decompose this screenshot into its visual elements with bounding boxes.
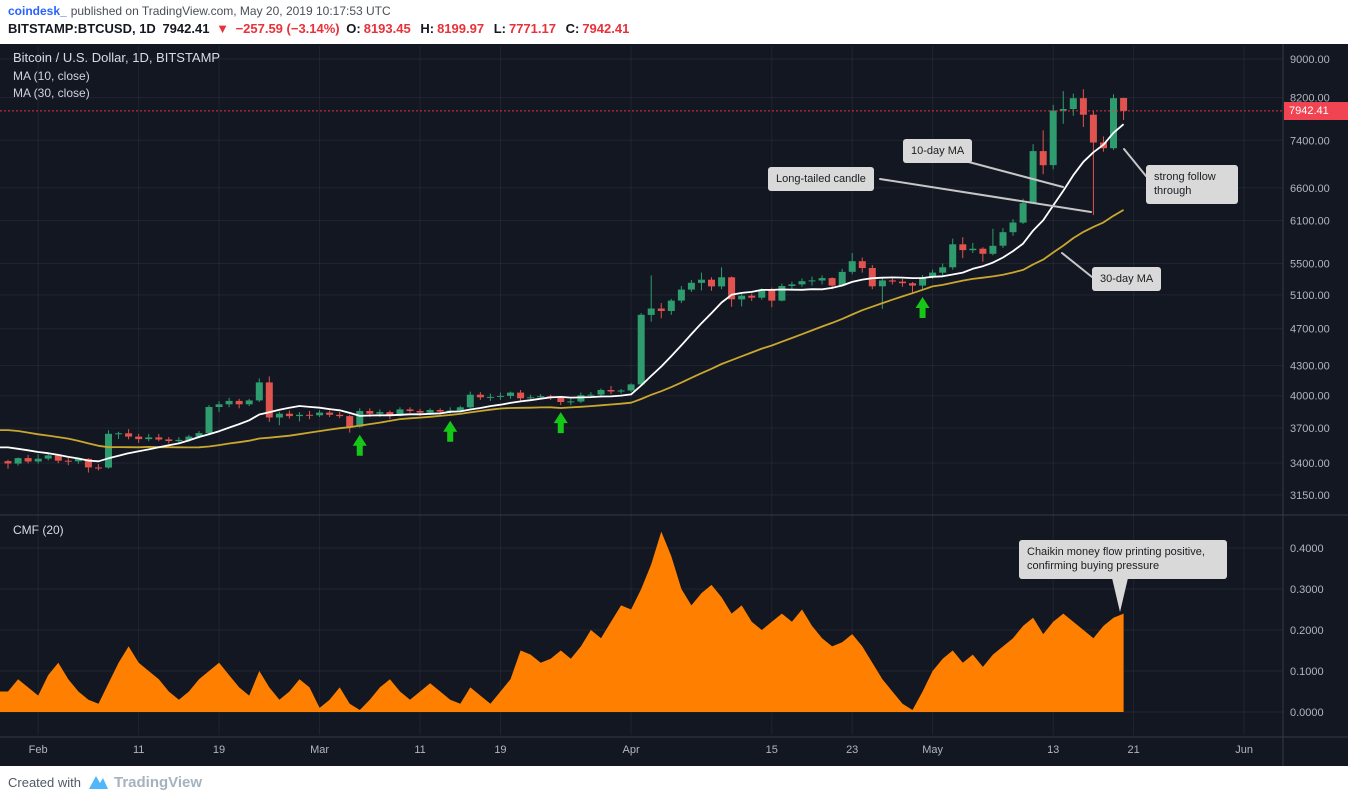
svg-text:4000.00: 4000.00 xyxy=(1290,391,1330,403)
direction-arrow-icon: ▼ xyxy=(216,21,229,36)
svg-text:3400.00: 3400.00 xyxy=(1290,458,1330,470)
svg-text:4700.00: 4700.00 xyxy=(1290,324,1330,336)
svg-text:0.0000: 0.0000 xyxy=(1290,707,1324,719)
low-label: L: xyxy=(493,21,506,36)
svg-text:3700.00: 3700.00 xyxy=(1290,423,1330,435)
svg-text:9000.00: 9000.00 xyxy=(1290,54,1330,66)
svg-text:Apr: Apr xyxy=(623,744,640,756)
svg-text:23: 23 xyxy=(846,744,858,756)
svg-text:19: 19 xyxy=(494,744,506,756)
ticker-last-price: 7942.41 xyxy=(162,21,210,36)
low-field: L: 7771.17 xyxy=(494,21,559,36)
svg-text:Mar: Mar xyxy=(310,744,329,756)
author-link[interactable]: coindesk_ xyxy=(8,4,67,18)
publish-header: coindesk_ published on TradingView.com, M… xyxy=(0,0,1348,44)
svg-text:0.4000: 0.4000 xyxy=(1290,543,1324,555)
tradingview-logo-icon[interactable] xyxy=(88,772,109,793)
last-price-label: 7942.41 xyxy=(1284,102,1348,120)
svg-text:0.3000: 0.3000 xyxy=(1290,584,1324,596)
close-value: 7942.41 xyxy=(582,21,630,36)
high-value: 8199.97 xyxy=(437,21,485,36)
high-label: H: xyxy=(420,21,435,36)
publish-text: published on TradingView.com, May 20, 20… xyxy=(70,4,391,18)
svg-text:0.1000: 0.1000 xyxy=(1290,666,1324,678)
svg-text:3150.00: 3150.00 xyxy=(1290,490,1330,502)
open-label: O: xyxy=(346,21,361,36)
svg-text:Feb: Feb xyxy=(29,744,48,756)
high-field: H: 8199.97 xyxy=(420,21,487,36)
time-axis[interactable] xyxy=(0,737,1348,765)
chart-title: Bitcoin / U.S. Dollar, 1D, BITSTAMP xyxy=(13,50,221,65)
ticker-row: BITSTAMP:BTCUSD, 1D 7942.41 ▼ −257.59 (−… xyxy=(8,21,635,36)
svg-text:Jun: Jun xyxy=(1235,744,1253,756)
footer: Created with TradingView xyxy=(0,766,1348,798)
svg-text:May: May xyxy=(922,744,943,756)
created-with-text: Created with xyxy=(8,774,81,790)
close-label: C: xyxy=(565,21,580,36)
price-axis[interactable] xyxy=(1284,44,1348,737)
svg-text:21: 21 xyxy=(1127,744,1139,756)
svg-text:19: 19 xyxy=(213,744,225,756)
svg-text:8200.00: 8200.00 xyxy=(1290,93,1330,105)
tradingview-link[interactable]: TradingView xyxy=(113,773,203,791)
ticker-symbol: BITSTAMP:BTCUSD, 1D xyxy=(8,21,156,36)
callout-strong-follow-through: strong follow through xyxy=(1146,165,1238,204)
ma10-legend: MA (10, close) xyxy=(13,69,90,83)
svg-text:11: 11 xyxy=(414,744,425,756)
svg-text:5500.00: 5500.00 xyxy=(1290,258,1330,270)
ticker-change: −257.59 (−3.14%) xyxy=(235,21,340,36)
callout-cmf-note: Chaikin money flow printing positive, co… xyxy=(1019,540,1227,579)
svg-text:4300.00: 4300.00 xyxy=(1290,361,1330,373)
svg-text:13: 13 xyxy=(1047,744,1059,756)
open-value: 8193.45 xyxy=(363,21,411,36)
cmf-legend: CMF (20) xyxy=(13,523,64,537)
svg-text:5100.00: 5100.00 xyxy=(1290,290,1330,302)
svg-text:11: 11 xyxy=(133,744,144,756)
callout-10-day-ma: 10-day MA xyxy=(903,139,973,164)
open-field: O: 8193.45 xyxy=(346,21,413,36)
svg-text:15: 15 xyxy=(766,744,778,756)
svg-text:6600.00: 6600.00 xyxy=(1290,183,1330,195)
ma30-legend: MA (30, close) xyxy=(13,86,90,100)
low-value: 7771.17 xyxy=(508,21,556,36)
close-field: C: 7942.41 xyxy=(566,21,633,36)
svg-text:7400.00: 7400.00 xyxy=(1290,135,1330,147)
callout-long-tailed-candle: Long-tailed candle xyxy=(768,167,874,192)
callout-30-day-ma: 30-day MA xyxy=(1092,267,1162,292)
svg-text:0.2000: 0.2000 xyxy=(1290,625,1324,637)
publish-info-row: coindesk_ published on TradingView.com, M… xyxy=(8,4,391,18)
svg-text:6100.00: 6100.00 xyxy=(1290,216,1330,228)
